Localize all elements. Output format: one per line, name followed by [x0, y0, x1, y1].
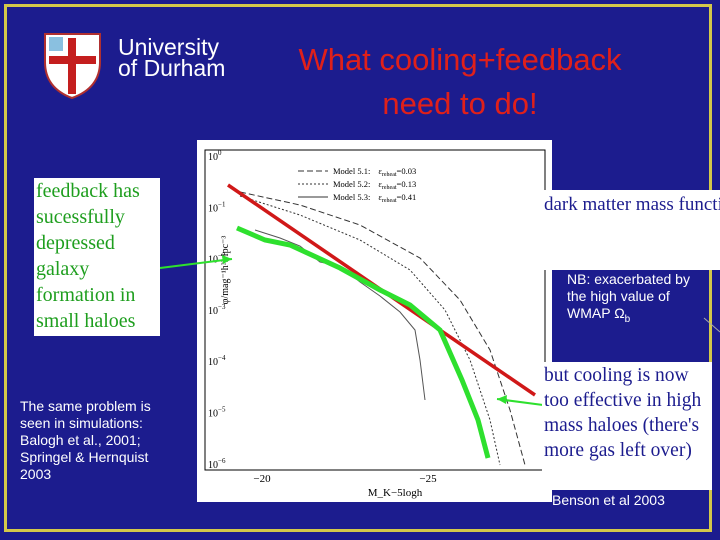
- plot-x-tick: −20: [253, 473, 271, 485]
- plot-x-tick: −25: [419, 473, 437, 485]
- callout-box: dark matter mass function (fixed M/L): [542, 190, 720, 270]
- legend-name: Model 5.2:: [333, 179, 370, 189]
- legend-param: ε: [378, 166, 382, 176]
- tick-exponent: 0: [218, 149, 222, 157]
- plot-y-tick: 10−2: [208, 252, 226, 266]
- legend-value: =0.03: [397, 166, 417, 176]
- title-line: What cooling+feedback: [298, 42, 622, 77]
- note: NB: exacerbated by the high value of WMA…: [567, 271, 707, 328]
- model-curve-highlight: [236, 225, 491, 459]
- legend-name: Model 5.1:: [333, 166, 370, 176]
- legend-value: =0.41: [397, 192, 417, 202]
- callout-box: feedback has sucessfully depressed galax…: [34, 178, 160, 336]
- legend-sub: reheat: [382, 185, 397, 191]
- tick-exponent: −5: [218, 406, 226, 414]
- arrow: [159, 258, 233, 269]
- legend-value: =0.13: [397, 179, 417, 189]
- citation: Benson et al 2003: [552, 492, 665, 508]
- legend-sub: reheat: [382, 198, 397, 204]
- tick-exponent: −2: [218, 252, 226, 260]
- logo-quarter: [49, 37, 63, 51]
- tick-exponent: −1: [218, 200, 226, 208]
- slide-title: What cooling+feedback need to do!: [250, 38, 670, 126]
- plot-frame: [204, 149, 546, 471]
- legend-sub: reheat: [382, 172, 397, 178]
- plot-y-tick: 10−3: [208, 303, 226, 317]
- logo-cross: [49, 56, 96, 64]
- tick-exponent: −6: [218, 457, 226, 465]
- tick-exponent: −3: [218, 303, 226, 311]
- plot-y-label: φ/mag⁻¹h³Mpc⁻³: [220, 236, 231, 305]
- legend-param: ε: [378, 192, 382, 202]
- legend-entry: Model 5.2: εreheat=0.13: [333, 179, 416, 191]
- title-line: need to do!: [382, 86, 538, 121]
- tick-base: 10: [208, 306, 218, 317]
- legend-param: ε: [378, 179, 382, 189]
- model-curve: [239, 195, 501, 466]
- plot-y-tick: 10−4: [208, 354, 226, 368]
- callout-box: but cooling is now too effective in high…: [542, 362, 712, 490]
- plot-y-tick: 100: [208, 149, 222, 163]
- plot-y-tick: 10−1: [208, 200, 226, 214]
- note: The same problem is seen in simulations:…: [20, 398, 151, 482]
- logo-text: University: [118, 34, 219, 60]
- tick-base: 10: [208, 357, 218, 368]
- logo-cross: [68, 38, 76, 94]
- tick-exponent: −4: [218, 354, 226, 362]
- plot-y-tick: 10−5: [208, 406, 226, 420]
- note-text: NB: exacerbated by the high value of WMA…: [567, 271, 690, 321]
- arrowhead: [497, 395, 507, 404]
- data-points: [254, 229, 426, 401]
- logo-text: of Durham: [118, 55, 225, 81]
- plot-x-label: M_K−5logh: [368, 487, 423, 499]
- tick-base: 10: [208, 255, 218, 266]
- plot-image: [197, 140, 552, 502]
- legend-entry: Model 5.3: εreheat=0.41: [333, 192, 416, 204]
- tick-base: 10: [208, 152, 218, 163]
- tick-base: 10: [208, 409, 218, 420]
- note-subscript: b: [624, 313, 631, 325]
- tick-base: 10: [208, 460, 218, 471]
- pointer-line: [703, 317, 720, 333]
- tick-base: 10: [208, 203, 218, 214]
- legend-name: Model 5.3:: [333, 192, 370, 202]
- arrowhead: [222, 255, 232, 264]
- plot-y-tick: 10−6: [208, 457, 226, 471]
- legend-entry: Model 5.1: εreheat=0.03: [333, 166, 416, 178]
